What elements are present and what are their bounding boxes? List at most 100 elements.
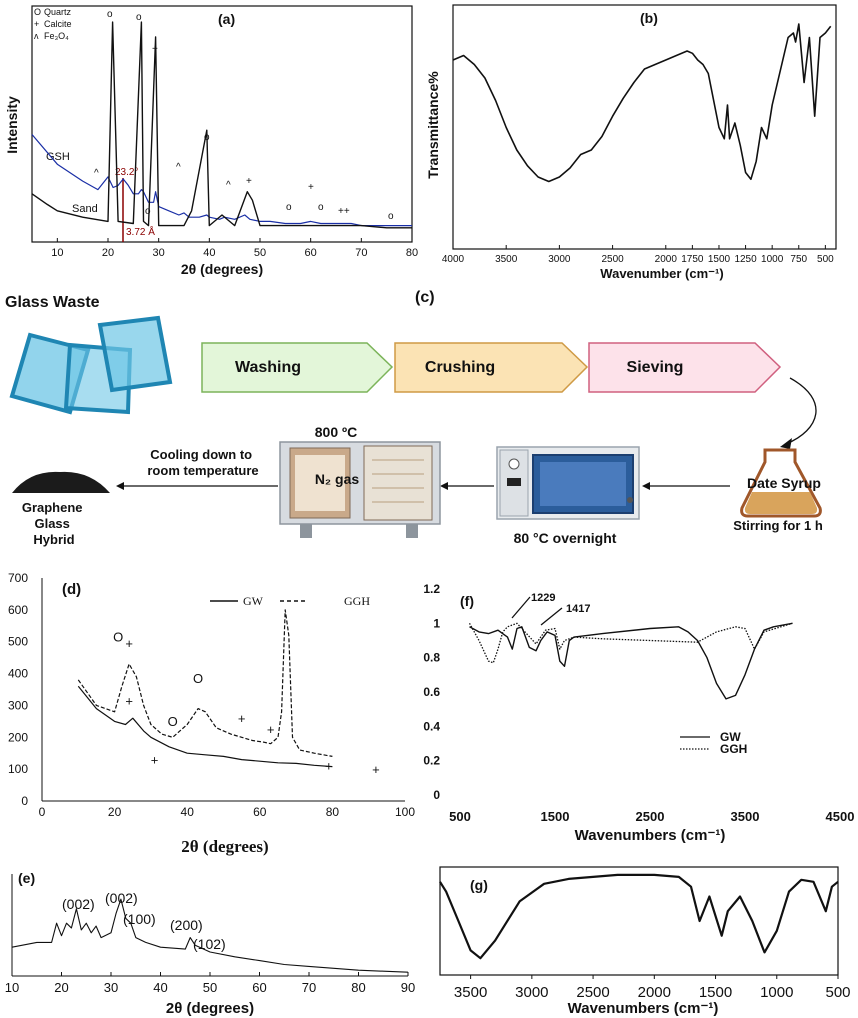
x-tick-label: 500 <box>825 984 850 1001</box>
furnace-temp-label: 800 ºC <box>315 424 357 440</box>
product-line: Glass <box>34 516 69 531</box>
arrowhead <box>780 438 792 449</box>
x-tick-label: 30 <box>153 247 165 259</box>
x-tick-label: 500 <box>449 809 471 824</box>
peak-label-200: (200) <box>170 917 203 933</box>
peak-marker-fe3o4: ^ <box>94 168 99 179</box>
series-gsh-line <box>31 134 412 227</box>
legend-quartz-symbol: O <box>34 7 41 17</box>
annotation-arrow <box>540 607 563 626</box>
annotation-1229: 1229 <box>531 592 555 604</box>
peak-label-002b: (002) <box>105 890 138 906</box>
x-tick-label: 10 <box>5 980 19 995</box>
panel-f-plot <box>468 622 793 700</box>
panel-a-ylabel: Intensity <box>4 96 20 154</box>
glass-waste-icon <box>9 315 173 415</box>
peak-marker-quartz: o <box>136 12 142 23</box>
x-tick-label: 3500 <box>454 984 487 1001</box>
panel-g-frame <box>439 866 839 976</box>
x-tick-label: 20 <box>108 805 122 819</box>
series-ggh-line <box>468 622 793 664</box>
panel-a-label: (a) <box>218 11 235 27</box>
panel-a-xlabel: 2θ (degrees) <box>181 261 263 277</box>
y-tick-label: 300 <box>8 698 28 712</box>
arrow-to-flask <box>785 377 817 445</box>
marker-calcite: + <box>125 636 133 651</box>
peak-marker-calcite: + <box>308 182 314 193</box>
x-tick-label: 3500 <box>731 809 760 824</box>
x-tick-label: 2500 <box>576 984 609 1001</box>
panel-c-label: (c) <box>415 289 435 306</box>
peak-marker-calcite: + <box>152 44 158 55</box>
x-tick-label: 20 <box>54 980 68 995</box>
x-tick-label: 4500 <box>826 809 855 824</box>
panel-g-plot <box>439 873 839 960</box>
x-tick-label: 40 <box>203 247 215 259</box>
legend-ggh: GGH <box>720 742 747 756</box>
panel-f: (f) 1229 1417 GW GGH Wavenumbers (cm⁻¹) … <box>423 582 854 844</box>
peak-marker-quartz: o <box>286 202 292 213</box>
annotation-3-72: 3.72 Å <box>126 225 155 238</box>
peak-marker-quartz: o <box>145 206 151 217</box>
y-tick-label: 600 <box>8 603 28 617</box>
x-tick-label: 500 <box>817 254 834 265</box>
peak-marker-quartz: o <box>107 9 113 20</box>
marker-calcite: + <box>238 711 246 726</box>
panel-g-ticks: 3500 3000 2500 2000 1500 1000 500 <box>454 975 851 1001</box>
y-tick-label: 400 <box>8 667 28 681</box>
panel-f-xlabel: Wavenumbers (cm⁻¹) <box>575 827 726 844</box>
x-tick-label: 4000 <box>442 254 465 265</box>
x-tick-label: 40 <box>153 980 167 995</box>
peak-label-002: (002) <box>62 896 95 912</box>
x-tick-label: 70 <box>355 247 367 259</box>
series-gw-line <box>77 685 333 768</box>
panel-a-peak-markers: o o + o ^ ^ ^ + + o o o o ++ <box>94 9 394 222</box>
panel-c: Glass Waste (c) Washing Crushing Sieving… <box>5 289 823 547</box>
panel-f-ticks: 500 1500 2500 3500 4500 0 0.2 0.4 0.6 0.8 1 1.2 <box>423 582 854 824</box>
series-xrd-line <box>11 898 409 973</box>
legend-quartz: Quartz <box>44 7 72 17</box>
panel-b-label: (b) <box>640 10 658 26</box>
series-label-gsh: GSH <box>46 151 70 163</box>
x-tick-label: 1500 <box>699 984 732 1001</box>
series-gw-line <box>469 622 793 700</box>
arrowhead <box>642 482 650 490</box>
y-tick-label: 0.2 <box>423 754 440 768</box>
series-label-sand: Sand <box>72 203 98 215</box>
legend-fe3o4-symbol: ʌ <box>34 31 39 41</box>
marker-calcite: + <box>372 762 380 777</box>
peak-label-102: (102) <box>193 936 226 952</box>
panel-a-plot <box>31 21 412 229</box>
marker-calcite: + <box>267 722 275 737</box>
graphene-powder-icon <box>12 471 110 493</box>
annotation-1417: 1417 <box>566 603 590 615</box>
peak-marker-fe3o4: ^ <box>176 162 181 173</box>
x-tick-label: 60 <box>252 980 266 995</box>
x-tick-label: 50 <box>203 980 217 995</box>
furnace-gas-label: N₂ gas <box>315 471 360 487</box>
peak-marker-fe3o4: ^ <box>226 180 231 191</box>
cooling-line: room temperature <box>147 463 258 478</box>
panel-f-label: (f) <box>460 593 474 609</box>
flask-icon <box>740 448 822 518</box>
y-tick-label: 0.6 <box>423 685 440 699</box>
step-washing-label: Washing <box>235 359 301 376</box>
arrowhead <box>116 482 124 490</box>
x-tick-label: 30 <box>104 980 118 995</box>
y-tick-label: 1.2 <box>423 582 440 596</box>
x-tick-label: 10 <box>51 247 63 259</box>
panel-e-ticks: 10 20 30 40 50 60 70 80 90 <box>5 972 415 995</box>
y-tick-label: 500 <box>8 635 28 649</box>
x-tick-label: 60 <box>253 805 267 819</box>
peak-marker-calcite: + <box>246 176 252 187</box>
y-tick-label: 0.4 <box>423 719 440 733</box>
marker-quartz: O <box>168 714 178 729</box>
series-sand-line <box>31 21 412 229</box>
panel-g: (g) Wavenumbers (cm⁻¹) 3500 3000 2500 2000 1… <box>439 866 851 1017</box>
annotation-23-2: 23.2° <box>115 167 138 178</box>
x-tick-label: 2000 <box>638 984 671 1001</box>
step-crushing: Crushing <box>394 342 589 393</box>
x-tick-label: 60 <box>305 247 317 259</box>
panel-e: (e) (002) (002) (100) (200) (102) 2θ (de… <box>5 870 415 1017</box>
legend-gw: GW <box>720 730 741 744</box>
